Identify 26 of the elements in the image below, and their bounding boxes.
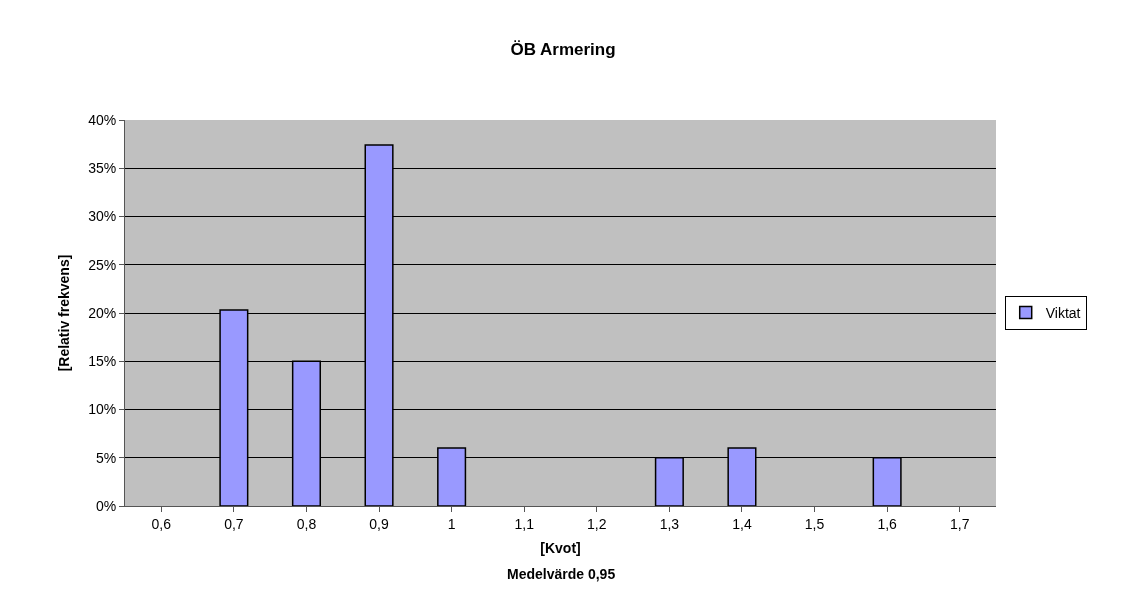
x-tick-label: 1,3 [659, 515, 680, 532]
y-tick-label: 5% [95, 449, 117, 466]
x-tick-label: 0,7 [224, 515, 244, 532]
chart-title: ÖB Armering [510, 40, 616, 60]
x-tick-label: 1,2 [587, 515, 607, 532]
text: Medelvärde 0,95 [507, 566, 616, 582]
x-tick-label: 1,6 [877, 515, 898, 532]
y-tick-label: 10% [88, 401, 117, 418]
x-tick-label: 1,7 [949, 515, 970, 532]
x-tick-label: 1,1 [514, 515, 535, 532]
x-tick-label: 0,8 [296, 515, 317, 532]
x-tick-label: 1,4 [732, 515, 752, 532]
x-tick-label: 0,6 [151, 515, 172, 532]
y-tick-label: 25% [88, 256, 117, 273]
x-axis-title: [Kvot] [540, 540, 581, 557]
x-tick-label: 0,9 [369, 515, 389, 532]
x-tick-label: 1 [447, 515, 456, 532]
y-tick-label: 40% [88, 111, 117, 128]
y-axis-title: [Relativ frekvens] [55, 254, 72, 372]
legend-label: Viktat [1045, 305, 1081, 322]
x-tick-label: 1,5 [804, 515, 825, 532]
y-tick-label: 15% [88, 353, 117, 370]
y-tick-label: 20% [88, 304, 117, 321]
y-tick-label: 0% [95, 497, 117, 514]
y-tick-label: 30% [88, 208, 117, 225]
y-tick-label: 35% [88, 160, 117, 177]
